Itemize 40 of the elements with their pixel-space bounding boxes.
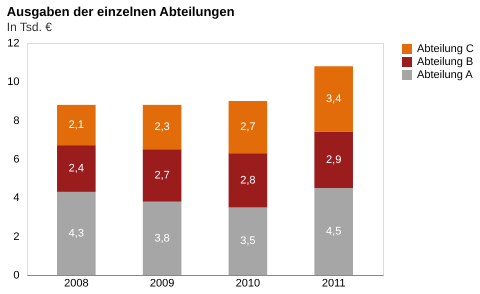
bar	[57, 145, 96, 192]
data-label: 2,1	[68, 119, 84, 132]
data-label: 2,9	[326, 154, 342, 166]
data-label: 2,4	[68, 162, 84, 175]
y-tick-label: 4	[13, 192, 20, 204]
data-label: 3,5	[240, 235, 256, 248]
legend-label: Abteilung A	[417, 69, 474, 81]
y-tick-label: 12	[7, 38, 20, 50]
y-tick-label: 10	[7, 76, 20, 88]
x-tick-label: 2011	[322, 278, 346, 290]
data-label: 2,3	[154, 121, 170, 134]
y-tick-label: 6	[13, 154, 20, 166]
chart-title: Ausgaben der einzelnen Abteilungen	[6, 4, 235, 19]
x-tick-label: 2009	[150, 278, 174, 290]
bar	[228, 207, 268, 275]
chart-subtitle: In Tsd. €	[6, 20, 52, 34]
bar	[142, 202, 182, 275]
y-tick-label: 2	[13, 230, 20, 243]
data-label: 4,5	[326, 226, 342, 238]
bar	[57, 192, 96, 275]
bar	[57, 104, 96, 146]
bar	[314, 132, 353, 188]
data-label: 2,7	[154, 169, 170, 182]
bar	[314, 188, 353, 275]
bar	[314, 66, 353, 132]
bar	[142, 104, 182, 150]
bar	[228, 101, 268, 154]
data-label: 3,8	[154, 232, 170, 244]
y-tick-label: 8	[13, 114, 20, 127]
legend-label: Abteilung C	[417, 43, 474, 55]
data-label: 3,4	[326, 93, 342, 106]
legend-label: Abteilung B	[417, 56, 474, 68]
data-label: 4,3	[68, 227, 84, 240]
bar	[228, 153, 268, 208]
x-tick-label: 2008	[64, 278, 89, 290]
y-tick-label: 0	[13, 270, 20, 282]
data-label: 2,8	[240, 174, 256, 186]
data-label: 2,7	[240, 121, 256, 134]
x-tick-label: 2010	[236, 278, 260, 290]
bar	[142, 149, 182, 202]
